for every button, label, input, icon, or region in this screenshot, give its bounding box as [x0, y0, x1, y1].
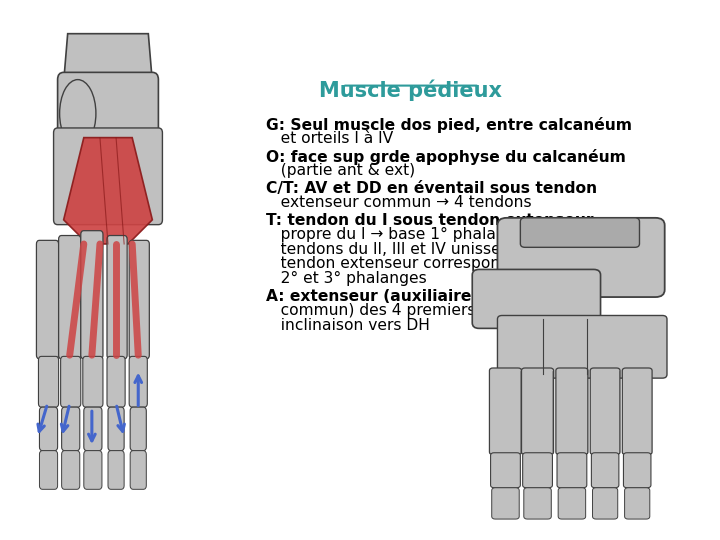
Text: (partie ant & ext): (partie ant & ext) [266, 163, 415, 178]
FancyBboxPatch shape [62, 407, 80, 451]
Text: propre du I → base 1° phalange du I,: propre du I → base 1° phalange du I, [266, 227, 564, 242]
FancyBboxPatch shape [498, 315, 667, 378]
FancyBboxPatch shape [624, 453, 651, 488]
FancyBboxPatch shape [521, 368, 554, 455]
FancyBboxPatch shape [108, 451, 124, 489]
Text: tendon extenseur correspondant → base: tendon extenseur correspondant → base [266, 256, 595, 272]
Text: 2° et 3° phalanges: 2° et 3° phalanges [266, 271, 426, 286]
Text: et orteils I à IV: et orteils I à IV [266, 131, 393, 146]
FancyBboxPatch shape [83, 356, 103, 407]
FancyBboxPatch shape [590, 368, 620, 455]
FancyBboxPatch shape [62, 451, 80, 489]
FancyBboxPatch shape [40, 451, 58, 489]
FancyBboxPatch shape [490, 368, 521, 455]
FancyBboxPatch shape [591, 453, 619, 488]
FancyBboxPatch shape [622, 368, 652, 455]
Text: Muscle pédieux: Muscle pédieux [320, 79, 503, 101]
Text: commun) des 4 premiers orteils +: commun) des 4 premiers orteils + [266, 303, 546, 318]
FancyBboxPatch shape [624, 488, 649, 519]
FancyBboxPatch shape [84, 407, 102, 451]
FancyBboxPatch shape [84, 451, 102, 489]
FancyBboxPatch shape [558, 488, 585, 519]
Ellipse shape [60, 79, 96, 147]
FancyBboxPatch shape [107, 235, 127, 359]
FancyBboxPatch shape [492, 488, 519, 519]
Text: A: extenseur (auxiliaire de l'extenseur: A: extenseur (auxiliaire de l'extenseur [266, 288, 601, 303]
Text: O: face sup grde apophyse du calcanéum: O: face sup grde apophyse du calcanéum [266, 149, 626, 165]
FancyBboxPatch shape [498, 218, 665, 297]
Text: extenseur commun → 4 tendons: extenseur commun → 4 tendons [266, 195, 531, 211]
FancyBboxPatch shape [521, 218, 639, 247]
FancyBboxPatch shape [472, 269, 600, 328]
FancyBboxPatch shape [523, 488, 552, 519]
FancyBboxPatch shape [53, 128, 163, 225]
FancyBboxPatch shape [38, 356, 58, 407]
FancyBboxPatch shape [129, 240, 149, 359]
FancyBboxPatch shape [40, 407, 58, 451]
FancyBboxPatch shape [37, 240, 58, 359]
FancyBboxPatch shape [130, 407, 146, 451]
FancyBboxPatch shape [593, 488, 618, 519]
FancyBboxPatch shape [81, 231, 103, 359]
FancyBboxPatch shape [58, 235, 81, 359]
FancyBboxPatch shape [490, 453, 521, 488]
Text: inclinaison vers DH: inclinaison vers DH [266, 318, 430, 333]
FancyBboxPatch shape [523, 453, 552, 488]
Polygon shape [63, 138, 153, 244]
FancyBboxPatch shape [556, 368, 588, 455]
FancyBboxPatch shape [60, 356, 81, 407]
Text: C/T: AV et DD en éventail sous tendon: C/T: AV et DD en éventail sous tendon [266, 181, 597, 196]
FancyBboxPatch shape [58, 72, 158, 145]
Polygon shape [63, 33, 153, 82]
FancyBboxPatch shape [130, 451, 146, 489]
Text: tendons du II, III et IV unissent avec: tendons du II, III et IV unissent avec [266, 242, 558, 257]
FancyBboxPatch shape [557, 453, 587, 488]
Text: T: tendon du I sous tendon extenseur: T: tendon du I sous tendon extenseur [266, 213, 593, 228]
FancyBboxPatch shape [108, 407, 124, 451]
FancyBboxPatch shape [107, 356, 125, 407]
Text: G: Seul muscle dos pied, entre calcanéum: G: Seul muscle dos pied, entre calcanéum [266, 117, 631, 133]
FancyBboxPatch shape [129, 356, 148, 407]
